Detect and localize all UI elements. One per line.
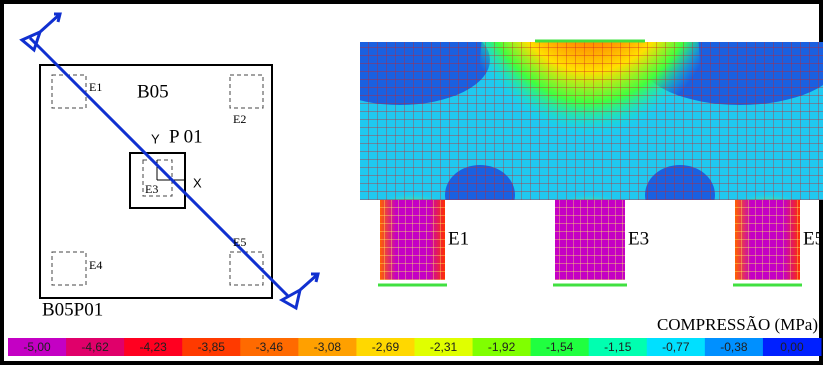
pile-label: E1	[89, 80, 102, 94]
beam-label: B05	[137, 81, 169, 102]
legend-label: -4,23	[139, 340, 167, 354]
legend-label: -0,77	[662, 340, 690, 354]
pile-label: E3	[628, 228, 649, 249]
legend-label: -1,54	[546, 340, 574, 354]
screenshot: B05 E1 E2 E3 E4 E5 P 01 Y X B05P01	[0, 0, 823, 365]
plan-name: B05P01	[42, 299, 103, 320]
pile-label: E1	[448, 228, 469, 249]
legend-label: -1,15	[604, 340, 632, 354]
legend-label: -2,69	[372, 340, 400, 354]
pile-label: E3	[145, 182, 158, 196]
legend-label: -3,46	[256, 340, 284, 354]
pile-label: E5	[803, 228, 823, 249]
legend-label: -3,08	[314, 340, 342, 354]
legend-label: -1,92	[488, 340, 516, 354]
legend-title: COMPRESSÃO (MPa)	[657, 315, 818, 334]
legend-label: -0,38	[720, 340, 748, 354]
pile-label: E5	[233, 235, 246, 249]
axis-label: Y	[151, 131, 160, 146]
column-label: P 01	[169, 126, 203, 147]
pile-label: E2	[233, 112, 246, 126]
pile-label: E4	[89, 258, 102, 272]
legend-label: -3,85	[198, 340, 226, 354]
legend-label: -2,31	[430, 340, 458, 354]
axis-label: X	[193, 175, 202, 190]
legend-label: 0,00	[780, 340, 804, 354]
stress-model: E1 E3 E5	[310, 0, 823, 285]
legend-label: -4,62	[81, 340, 109, 354]
legend-label: -5,00	[23, 340, 51, 354]
legend: -5,00 -4,62 -4,23 -3,85 -3,46 -3,08 -2,69 -2,31…	[8, 338, 822, 356]
